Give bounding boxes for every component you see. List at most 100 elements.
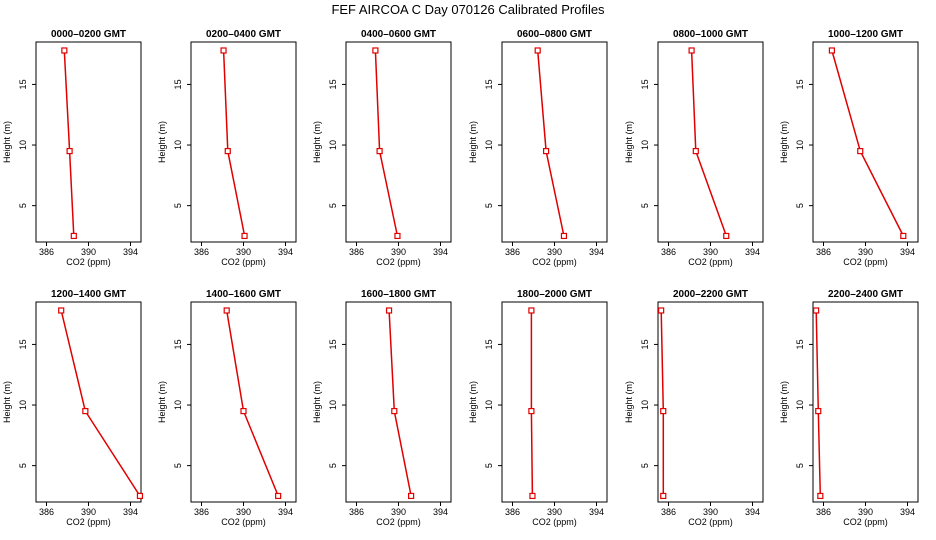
y-tick-label: 10	[173, 400, 183, 410]
y-tick-label: 15	[484, 339, 494, 349]
plot-frame	[190, 41, 297, 243]
profile-line	[660, 310, 665, 496]
x-tick-label: 390	[391, 507, 406, 517]
y-tick-label: 15	[18, 79, 28, 89]
x-tick-label: 386	[816, 507, 831, 517]
y-tick-label: 5	[328, 463, 338, 468]
data-point	[61, 47, 68, 54]
y-tick-label: 15	[640, 339, 650, 349]
y-axis-label: Height (m)	[2, 121, 12, 163]
x-tick-label: 394	[900, 507, 915, 517]
x-tick-label: 394	[745, 247, 760, 257]
x-tick-label: 394	[278, 247, 293, 257]
panel-title: 0200–0400 GMT	[206, 29, 281, 40]
y-axis-label: Height (m)	[468, 381, 478, 423]
x-tick-label: 386	[39, 507, 54, 517]
data-point	[394, 232, 401, 240]
profile-line	[60, 310, 141, 497]
data-point	[372, 47, 379, 54]
x-tick-label: 386	[505, 247, 520, 257]
data-point	[857, 147, 864, 155]
x-axis-label: CO2 (ppm)	[532, 257, 577, 267]
y-tick-label: 5	[640, 463, 650, 468]
y-tick-label: 15	[328, 79, 338, 89]
y-tick-label: 15	[484, 79, 494, 89]
data-point	[82, 407, 89, 415]
plot-frame	[501, 41, 608, 243]
x-axis-label: CO2 (ppm)	[688, 517, 733, 527]
plot-frame	[812, 301, 919, 503]
y-axis-label: Height (m)	[779, 381, 789, 423]
y-tick-label: 10	[795, 400, 805, 410]
y-tick-label: 5	[328, 203, 338, 208]
data-point	[58, 307, 65, 314]
y-tick-label: 15	[173, 79, 183, 89]
x-tick-label: 390	[858, 247, 873, 257]
data-point	[66, 147, 73, 155]
y-axis-label: Height (m)	[2, 381, 12, 423]
data-point	[240, 407, 247, 415]
x-axis-label: CO2 (ppm)	[688, 257, 733, 267]
profile-line	[536, 50, 565, 237]
data-point	[241, 232, 248, 240]
data-point	[560, 232, 568, 240]
profile-line	[831, 50, 904, 237]
panel-title: 0600–0800 GMT	[517, 29, 592, 40]
x-axis-label: CO2 (ppm)	[376, 517, 421, 527]
x-tick-label: 394	[745, 507, 760, 517]
plot-frame	[345, 301, 452, 503]
x-tick-label: 390	[236, 247, 251, 257]
y-axis-label: Height (m)	[312, 121, 322, 163]
panel-title: 1200–1400 GMT	[51, 289, 126, 300]
y-tick-label: 10	[640, 400, 650, 410]
profile-line	[690, 50, 728, 237]
y-tick-label: 5	[173, 463, 183, 468]
data-point	[529, 492, 536, 500]
data-point	[900, 232, 907, 240]
y-tick-label: 15	[640, 79, 650, 89]
plot-frame	[35, 41, 142, 243]
plot-frame	[657, 41, 764, 243]
x-axis-label: CO2 (ppm)	[66, 517, 111, 527]
x-tick-label: 386	[349, 507, 364, 517]
y-tick-label: 5	[173, 203, 183, 208]
y-tick-label: 5	[795, 203, 805, 208]
x-tick-label: 390	[547, 247, 562, 257]
y-axis-label: Height (m)	[624, 381, 634, 423]
data-point	[385, 307, 393, 314]
x-tick-label: 394	[589, 507, 604, 517]
data-point	[391, 407, 398, 415]
x-tick-label: 386	[505, 507, 520, 517]
x-tick-label: 386	[349, 247, 364, 257]
data-point	[534, 47, 541, 54]
data-point	[828, 47, 836, 54]
x-tick-label: 394	[433, 247, 448, 257]
panel-title: 1800–2000 GMT	[517, 289, 592, 300]
panel-title: 1600–1800 GMT	[361, 289, 436, 300]
x-tick-label: 386	[39, 247, 54, 257]
data-point	[528, 307, 535, 314]
data-point	[660, 407, 667, 415]
y-axis-label: Height (m)	[157, 121, 167, 163]
data-point	[136, 492, 144, 500]
profile-line	[388, 310, 412, 497]
x-tick-label: 394	[900, 247, 915, 257]
y-tick-label: 5	[484, 463, 494, 468]
y-tick-label: 15	[795, 79, 805, 89]
x-tick-label: 390	[391, 247, 406, 257]
profile-line	[222, 50, 246, 237]
profile-line	[225, 310, 279, 497]
data-point	[376, 147, 383, 155]
y-tick-label: 5	[640, 203, 650, 208]
x-tick-label: 390	[236, 507, 251, 517]
y-axis-label: Height (m)	[312, 381, 322, 423]
panel-title: 0800–1000 GMT	[673, 29, 748, 40]
profile-line	[530, 310, 534, 496]
data-point	[275, 492, 282, 500]
x-axis-label: CO2 (ppm)	[221, 257, 266, 267]
x-axis-label: CO2 (ppm)	[221, 517, 266, 527]
y-axis-label: Height (m)	[468, 121, 478, 163]
y-tick-label: 5	[18, 203, 28, 208]
panel-title: 0000–0200 GMT	[51, 29, 126, 40]
profile-line	[374, 50, 399, 237]
